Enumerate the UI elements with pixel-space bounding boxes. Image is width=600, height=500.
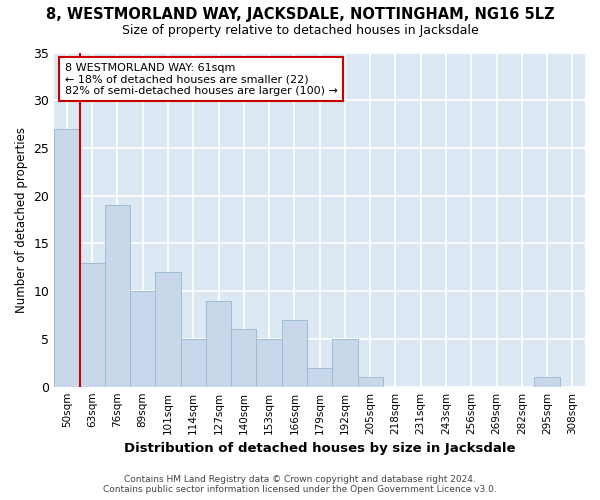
Bar bbox=[80, 262, 105, 386]
Bar bbox=[307, 368, 332, 386]
Bar bbox=[256, 339, 282, 386]
Bar bbox=[332, 339, 358, 386]
Bar bbox=[535, 377, 560, 386]
Y-axis label: Number of detached properties: Number of detached properties bbox=[15, 126, 28, 312]
Text: 8 WESTMORLAND WAY: 61sqm
← 18% of detached houses are smaller (22)
82% of semi-d: 8 WESTMORLAND WAY: 61sqm ← 18% of detach… bbox=[65, 62, 338, 96]
Text: Contains HM Land Registry data © Crown copyright and database right 2024.
Contai: Contains HM Land Registry data © Crown c… bbox=[103, 474, 497, 494]
Bar bbox=[181, 339, 206, 386]
Bar bbox=[231, 330, 256, 386]
Bar bbox=[358, 377, 383, 386]
X-axis label: Distribution of detached houses by size in Jacksdale: Distribution of detached houses by size … bbox=[124, 442, 515, 455]
Bar bbox=[130, 291, 155, 386]
Bar bbox=[155, 272, 181, 386]
Bar bbox=[206, 300, 231, 386]
Bar bbox=[282, 320, 307, 386]
Text: 8, WESTMORLAND WAY, JACKSDALE, NOTTINGHAM, NG16 5LZ: 8, WESTMORLAND WAY, JACKSDALE, NOTTINGHA… bbox=[46, 8, 554, 22]
Bar bbox=[54, 129, 80, 386]
Text: Size of property relative to detached houses in Jacksdale: Size of property relative to detached ho… bbox=[122, 24, 478, 37]
Bar bbox=[105, 206, 130, 386]
